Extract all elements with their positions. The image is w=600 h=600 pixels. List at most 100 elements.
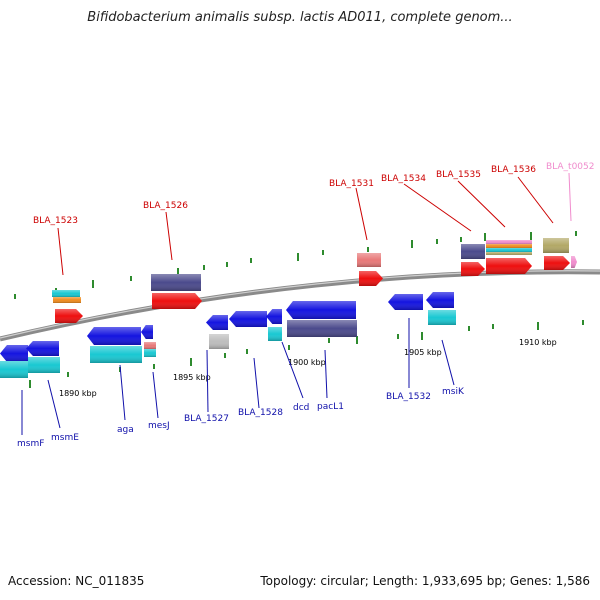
map-title: Bifidobacterium animalis subsp. lactis A… bbox=[87, 10, 513, 25]
scale-label: 1890 kbp bbox=[59, 389, 97, 398]
leader-line bbox=[152, 371, 159, 419]
tick-mark bbox=[203, 265, 205, 270]
gene-arrow[interactable] bbox=[144, 349, 156, 357]
gene-label-upper[interactable]: BLA_1534 bbox=[381, 174, 426, 184]
gene-arrow[interactable] bbox=[486, 240, 532, 244]
gene-arrow[interactable] bbox=[426, 292, 454, 308]
gene-label-lower[interactable]: dcd bbox=[293, 403, 309, 413]
tick-mark bbox=[14, 294, 16, 299]
leader-line bbox=[441, 339, 455, 386]
scale-label: 1910 kbp bbox=[519, 338, 557, 347]
tick-mark bbox=[484, 233, 486, 241]
tick-mark bbox=[92, 280, 94, 288]
gene-arrow[interactable] bbox=[544, 256, 570, 270]
tick-mark bbox=[190, 358, 192, 366]
tick-mark bbox=[367, 247, 369, 252]
gene-label-upper[interactable]: BLA_1526 bbox=[143, 201, 188, 211]
gene-arrow[interactable] bbox=[388, 294, 423, 310]
gene-arrow[interactable] bbox=[53, 297, 81, 303]
leader-line bbox=[324, 349, 328, 399]
gene-arrow[interactable] bbox=[268, 327, 282, 341]
gene-arrow[interactable] bbox=[144, 342, 156, 349]
gene-arrow[interactable] bbox=[461, 244, 485, 259]
accession-text: Accession: NC_011835 bbox=[8, 574, 145, 588]
gene-arrow[interactable] bbox=[229, 311, 267, 327]
gene-label-lower[interactable]: msmF bbox=[17, 439, 44, 449]
tick-mark bbox=[468, 326, 470, 331]
tick-mark bbox=[328, 338, 330, 343]
gene-features[interactable] bbox=[0, 238, 577, 378]
gene-labels[interactable]: BLA_1523 BLA_1526 BLA_1531 BLA_1534 BLA_1535… bbox=[17, 162, 595, 449]
gene-arrow[interactable] bbox=[287, 320, 357, 337]
scale-label: 1900 kbp bbox=[288, 358, 326, 367]
leader-line bbox=[568, 172, 572, 222]
tick-mark bbox=[537, 322, 539, 330]
gene-label-upper[interactable]: BLA_1535 bbox=[436, 170, 481, 180]
gene-label-lower[interactable]: BLA_1528 bbox=[238, 408, 283, 418]
leader-line bbox=[355, 187, 368, 241]
leader-line bbox=[119, 364, 126, 421]
gene-arrow[interactable] bbox=[571, 256, 577, 268]
leader-line bbox=[57, 227, 64, 276]
gene-arrow[interactable] bbox=[26, 341, 59, 356]
gene-label-lower[interactable]: msmE bbox=[51, 433, 79, 443]
tick-mark bbox=[153, 364, 155, 369]
tick-mark bbox=[177, 268, 179, 276]
scale-label: 1905 kbp bbox=[404, 348, 442, 357]
gene-arrow[interactable] bbox=[428, 310, 456, 325]
leader-line bbox=[47, 379, 61, 429]
tick-mark bbox=[460, 237, 462, 242]
gene-label-lower[interactable]: aga bbox=[117, 425, 134, 435]
gene-arrow[interactable] bbox=[141, 325, 153, 339]
gene-arrow[interactable] bbox=[543, 238, 569, 253]
gene-arrow[interactable] bbox=[151, 274, 201, 291]
gene-arrow[interactable] bbox=[0, 345, 28, 362]
gene-label-lower[interactable]: BLA_1527 bbox=[184, 414, 229, 424]
gene-label-lower[interactable]: msiK bbox=[442, 387, 465, 397]
tick-mark bbox=[67, 372, 69, 377]
leader-line bbox=[253, 357, 260, 409]
gene-label-upper[interactable]: BLA_1531 bbox=[329, 179, 374, 189]
gene-arrow[interactable] bbox=[486, 258, 532, 274]
tick-mark bbox=[582, 320, 584, 325]
tick-mark bbox=[530, 232, 532, 240]
gene-arrow[interactable] bbox=[87, 327, 141, 345]
gene-arrow[interactable] bbox=[90, 346, 142, 363]
tick-mark bbox=[575, 231, 577, 236]
gene-arrow[interactable] bbox=[486, 248, 532, 252]
gene-label-lower[interactable]: pacL1 bbox=[317, 402, 344, 412]
gene-arrow[interactable] bbox=[461, 262, 485, 276]
tick-mark bbox=[224, 353, 226, 358]
gene-label-upper[interactable]: BLA_t0052 bbox=[546, 162, 595, 172]
topology-summary: Topology: circular; Length: 1,933,695 bp… bbox=[260, 574, 590, 588]
gene-arrow[interactable] bbox=[28, 357, 60, 373]
tick-mark bbox=[130, 276, 132, 281]
tick-mark bbox=[250, 258, 252, 263]
gene-label-lower[interactable]: mesJ bbox=[148, 421, 170, 431]
leader-line bbox=[165, 211, 173, 261]
gene-arrow[interactable] bbox=[209, 334, 229, 349]
gene-arrow[interactable] bbox=[206, 315, 228, 330]
gene-label-lower[interactable]: BLA_1532 bbox=[386, 392, 431, 402]
leader-line bbox=[206, 349, 209, 413]
leader-line bbox=[517, 176, 554, 224]
label-leader-lines bbox=[21, 172, 572, 435]
gene-arrow[interactable] bbox=[266, 309, 282, 324]
gene-arrow[interactable] bbox=[52, 290, 80, 297]
gene-arrow[interactable] bbox=[486, 244, 532, 248]
gene-label-upper[interactable]: BLA_1523 bbox=[33, 216, 78, 226]
gene-arrow[interactable] bbox=[55, 309, 83, 323]
gene-arrow[interactable] bbox=[359, 271, 383, 286]
gene-label-upper[interactable]: BLA_1536 bbox=[491, 165, 536, 175]
gene-arrow[interactable] bbox=[0, 361, 28, 378]
tick-mark bbox=[436, 239, 438, 244]
gene-arrow[interactable] bbox=[486, 252, 532, 255]
gene-arrow[interactable] bbox=[357, 253, 381, 267]
tick-mark bbox=[492, 324, 494, 329]
gene-arrow[interactable] bbox=[152, 293, 202, 309]
tick-mark bbox=[246, 349, 248, 354]
tick-mark bbox=[29, 380, 31, 388]
gene-arrow[interactable] bbox=[286, 301, 356, 319]
tick-mark bbox=[226, 262, 228, 267]
